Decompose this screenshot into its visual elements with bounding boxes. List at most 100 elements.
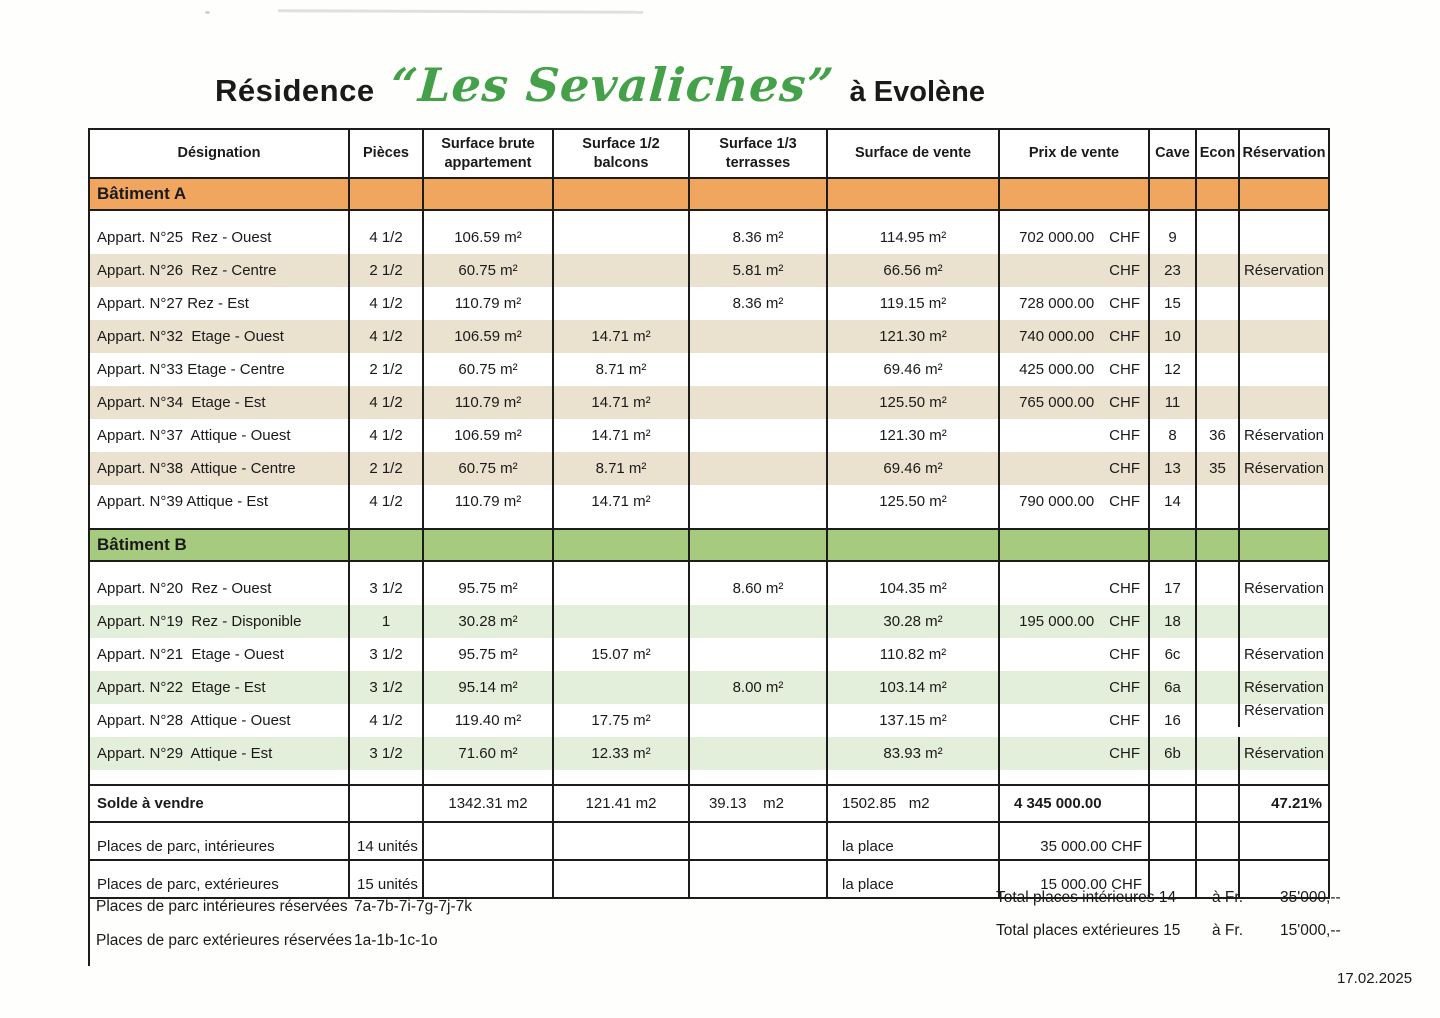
col-header: Cave — [1148, 130, 1195, 177]
empty-cell — [90, 770, 348, 784]
cell-prix: 195 000.00 CHF — [998, 605, 1148, 638]
cell-reservation: Réservation — [1238, 694, 1328, 727]
cell-surface-brute: 106.59 m² — [422, 221, 552, 254]
cell-cave: 6c — [1148, 638, 1195, 671]
empty-cell — [998, 562, 1148, 572]
empty-cell — [1195, 770, 1238, 784]
cell-econ — [1195, 737, 1238, 770]
empty-cell — [826, 518, 998, 528]
col-header: Prix de vente — [998, 130, 1148, 177]
cell-designation: Appart. N°32 Etage - Ouest — [97, 328, 284, 345]
empty-cell — [552, 770, 688, 784]
empty-cell — [1148, 770, 1195, 784]
currency-label: CHF — [1109, 613, 1140, 630]
empty-cell — [1148, 786, 1195, 821]
prix-amount: 790 000.00 — [1019, 493, 1095, 510]
cell-surface-brute: 95.75 m² — [422, 638, 552, 671]
empty-cell — [348, 179, 422, 209]
section-band: Bâtiment B — [90, 528, 1328, 562]
empty-cell — [1195, 518, 1238, 528]
cell-cave: 6b — [1148, 737, 1195, 770]
parking-row: Places de parc, extérieures 15 unités la p… — [90, 861, 1328, 897]
empty-cell — [1238, 861, 1328, 897]
cell-surface-vente: 121.30 m² — [826, 320, 998, 353]
cell-surface-brute: 119.40 m² — [422, 704, 552, 737]
cell-pieces: 2 1/2 — [348, 452, 422, 485]
solde-prix-total: 4 345 000.00 — [998, 786, 1148, 821]
prix-amount: 740 000.00 — [1019, 328, 1095, 345]
cell-cave: 8 — [1148, 419, 1195, 452]
currency-label: CHF — [1109, 712, 1140, 729]
cell-prix: 765 000.00 CHF — [998, 386, 1148, 419]
document-date: 17.02.2025 — [1337, 970, 1413, 987]
solde-surface-brute: 1342.31 m2 — [422, 786, 552, 821]
empty-cell — [688, 518, 826, 528]
empty-cell — [422, 211, 552, 221]
empty-cell — [1148, 211, 1195, 221]
apartment-row: Appart. N°28 Attique - Ouest 4 1/2 119.40 … — [90, 694, 1328, 737]
cell-designation: Appart. N°38 Attique - Centre — [97, 460, 296, 477]
cell-cave: 16 — [1148, 704, 1195, 737]
cell-pieces: 4 1/2 — [348, 704, 422, 737]
empty-cell — [998, 530, 1148, 560]
cell-econ — [1195, 353, 1238, 386]
empty-cell — [1238, 770, 1328, 784]
empty-cell — [90, 562, 348, 572]
total-exterior-label: Total places extérieures 15 — [996, 921, 1181, 939]
cell-surface-vente: 110.82 m² — [826, 638, 998, 671]
cell-prix: CHF — [998, 638, 1148, 671]
cell-surface-vente: 66.56 m² — [826, 254, 998, 287]
cell-designation: Appart. N°20 Rez - Ouest — [97, 580, 272, 597]
currency-label: CHF — [1109, 394, 1140, 411]
empty-cell — [688, 211, 826, 221]
cell-pieces: 1 — [348, 605, 422, 638]
price-table: Désignation Pièces Surface brute apparteme… — [88, 128, 1330, 899]
cell-pieces: 4 1/2 — [348, 419, 422, 452]
cell-reservation: Réservation — [1238, 671, 1328, 704]
cell-designation: Appart. N°21 Etage - Ouest — [97, 646, 284, 663]
cell-reservation — [1238, 353, 1328, 386]
empty-cell — [422, 861, 552, 897]
empty-cell — [1148, 861, 1195, 897]
cell-surface-terrasses — [688, 353, 826, 386]
empty-cell — [1238, 179, 1328, 209]
cell-prix: CHF — [998, 452, 1148, 485]
empty-cell — [826, 211, 998, 221]
parking-exterior-reserved-line: Places de parc extérieures réservées 1a-… — [96, 924, 472, 958]
parking-unit-label: la place — [826, 861, 998, 897]
empty-cell — [688, 861, 826, 897]
cell-econ — [1195, 572, 1238, 605]
total-exterior-value: 15'000,-- — [1280, 921, 1341, 939]
cell-prix: CHF — [998, 671, 1148, 704]
empty-cell — [1238, 823, 1328, 859]
empty-cell — [1195, 530, 1238, 560]
cell-prix: CHF — [998, 572, 1148, 605]
empty-cell — [998, 770, 1148, 784]
cell-pieces: 4 1/2 — [348, 386, 422, 419]
cell-surface-terrasses — [688, 452, 826, 485]
cell-pieces: 3 1/2 — [348, 572, 422, 605]
cell-reservation: Réservation — [1238, 419, 1328, 452]
cell-surface-brute: 110.79 m² — [422, 485, 552, 518]
cell-prix: 702 000.00 CHF — [998, 221, 1148, 254]
cell-reservation: Réservation — [1238, 452, 1328, 485]
cell-surface-brute: 60.75 m² — [422, 353, 552, 386]
section-label: Bâtiment A — [97, 184, 187, 203]
cell-surface-brute: 30.28 m² — [422, 605, 552, 638]
apartment-row: Appart. N°33 Etage - Centre 2 1/2 60.75 m²… — [90, 353, 1328, 386]
col-header: Réservation — [1238, 130, 1328, 177]
parking-exterior-reserved-value: 1a-1b-1c-1o — [354, 932, 438, 949]
solde-row: Solde à vendre 1342.31 m2 121.41 m2 39.13 m… — [90, 784, 1328, 823]
cell-prix: CHF — [998, 254, 1148, 287]
total-exterior-at: à Fr. — [1212, 921, 1244, 939]
cell-reservation: Réservation — [1238, 737, 1328, 770]
empty-cell — [826, 530, 998, 560]
cell-reservation — [1238, 221, 1328, 254]
cell-pieces: 4 1/2 — [348, 221, 422, 254]
cell-surface-balcons: 14.71 m² — [552, 419, 688, 452]
cell-surface-brute: 110.79 m² — [422, 386, 552, 419]
cell-reservation — [1238, 320, 1328, 353]
empty-cell — [90, 211, 348, 221]
cell-prix: 728 000.00 CHF — [998, 287, 1148, 320]
document-title: Résidence “Les Sevaliches” à Evolène — [215, 58, 985, 112]
